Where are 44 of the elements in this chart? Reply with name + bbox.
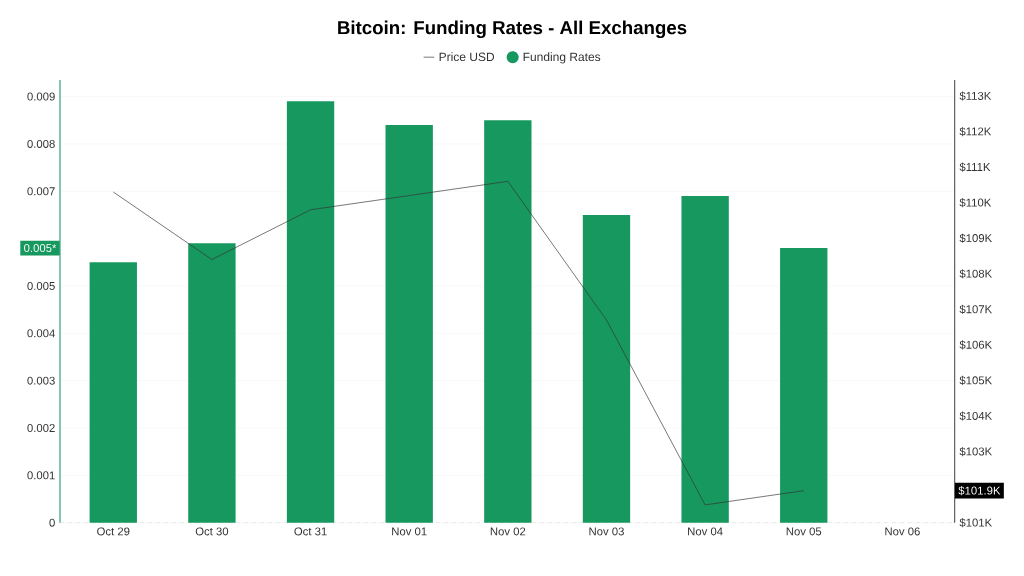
bar [385,124,433,523]
bar [780,248,828,523]
bar [188,243,236,523]
text: $101.9K [958,486,1001,496]
x-tick-label: Nov 06 [885,527,920,536]
legend-label: Price USD [439,52,495,62]
y2-tick-label: $111K [959,162,991,172]
x-tick-label: Nov 05 [786,527,822,536]
x-tick-label: Nov 04 [688,527,723,536]
y-tick-label: 0.008 [27,139,55,148]
x-tick-label: Oct 30 [195,527,229,536]
y-tick-label: 0.001 [27,471,55,480]
x-tick-label: Oct 29 [97,527,130,536]
y-tick-label: 0.004 [27,329,55,338]
x-tick-label: Nov 03 [589,527,624,536]
bar [681,195,729,523]
y-tick-label: 0 [49,518,55,527]
y2-tick-label: $105K [959,375,993,386]
y2-tick-label: $108K [959,269,993,279]
y2-tick-label: $103K [959,446,993,457]
y-tick-label: 0.009 [27,92,55,101]
x-tick-label: Oct 31 [294,527,327,536]
y2-tick-label: $109K [959,233,993,243]
y2-tick-label: $113K [959,91,992,101]
y-tick-label: 0.007 [27,187,55,196]
legend-label: Funding Rates [523,52,601,64]
y-tick-label: 0.002 [27,423,55,432]
y-tick-label: 0.003 [27,376,55,385]
y2-tick-label: $110K [959,198,992,208]
y2-tick-label: $107K [959,304,993,314]
x-tick-label: Nov 01 [392,527,427,536]
bar [582,214,631,523]
bar [484,120,532,523]
text: 0.005* [24,244,57,253]
bar [89,262,137,523]
y2-tick-label: $104K [959,411,993,421]
bar [286,101,335,523]
y2-tick-label: $101K [959,518,993,528]
y2-tick-label: $112K [959,126,992,137]
y2-tick-label: $106K [959,340,993,350]
y-tick-label: 0.005 [27,281,55,290]
line-series [112,180,805,506]
x-tick-label: Nov 02 [490,527,526,536]
chart-title: Bitcoin: Funding Rates - All Exchanges [338,20,687,39]
